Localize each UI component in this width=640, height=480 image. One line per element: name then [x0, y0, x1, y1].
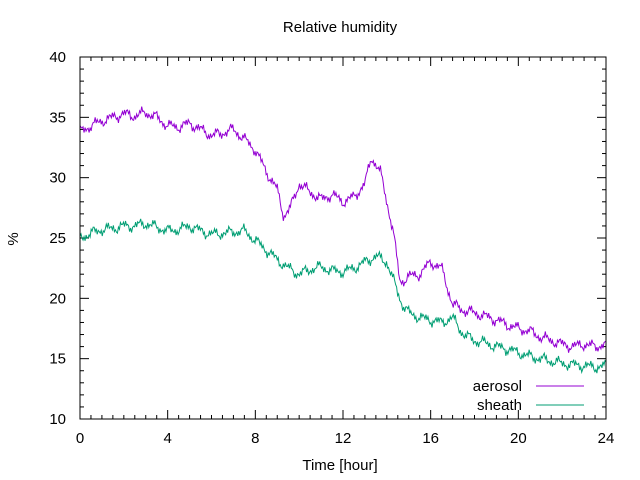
- plot-series: [79, 106, 607, 375]
- legend-label-sheath: sheath: [477, 397, 522, 414]
- y-tick-label: 35: [49, 109, 66, 126]
- chart-title: Relative humidity: [283, 19, 398, 36]
- axis-ticks: 10 15 20 25 30 35 40 0 4 8 12 16 20 24: [49, 49, 614, 447]
- y-tick-label: 15: [49, 351, 66, 368]
- series-line-aerosol: [79, 106, 607, 353]
- x-tick-label: 16: [422, 430, 439, 447]
- x-tick-label: 0: [76, 430, 84, 447]
- y-tick-label: 10: [49, 411, 66, 428]
- series-line-sheath: [79, 218, 607, 375]
- legend-label-aerosol: aerosol: [473, 378, 522, 395]
- x-tick-label: 24: [598, 430, 615, 447]
- y-tick-label: 20: [49, 290, 66, 307]
- y-tick-label: 30: [49, 170, 66, 187]
- x-tick-label: 8: [251, 430, 259, 447]
- x-axis-label: Time [hour]: [302, 457, 377, 474]
- y-tick-label: 25: [49, 230, 66, 247]
- plot-frame: [79, 56, 607, 420]
- x-tick-label: 4: [163, 430, 171, 447]
- y-axis-label: %: [5, 232, 22, 245]
- y-tick-label: 40: [49, 49, 66, 66]
- x-tick-label: 12: [335, 430, 352, 447]
- x-tick-label: 20: [510, 430, 527, 447]
- legend: aerosol sheath: [473, 378, 584, 414]
